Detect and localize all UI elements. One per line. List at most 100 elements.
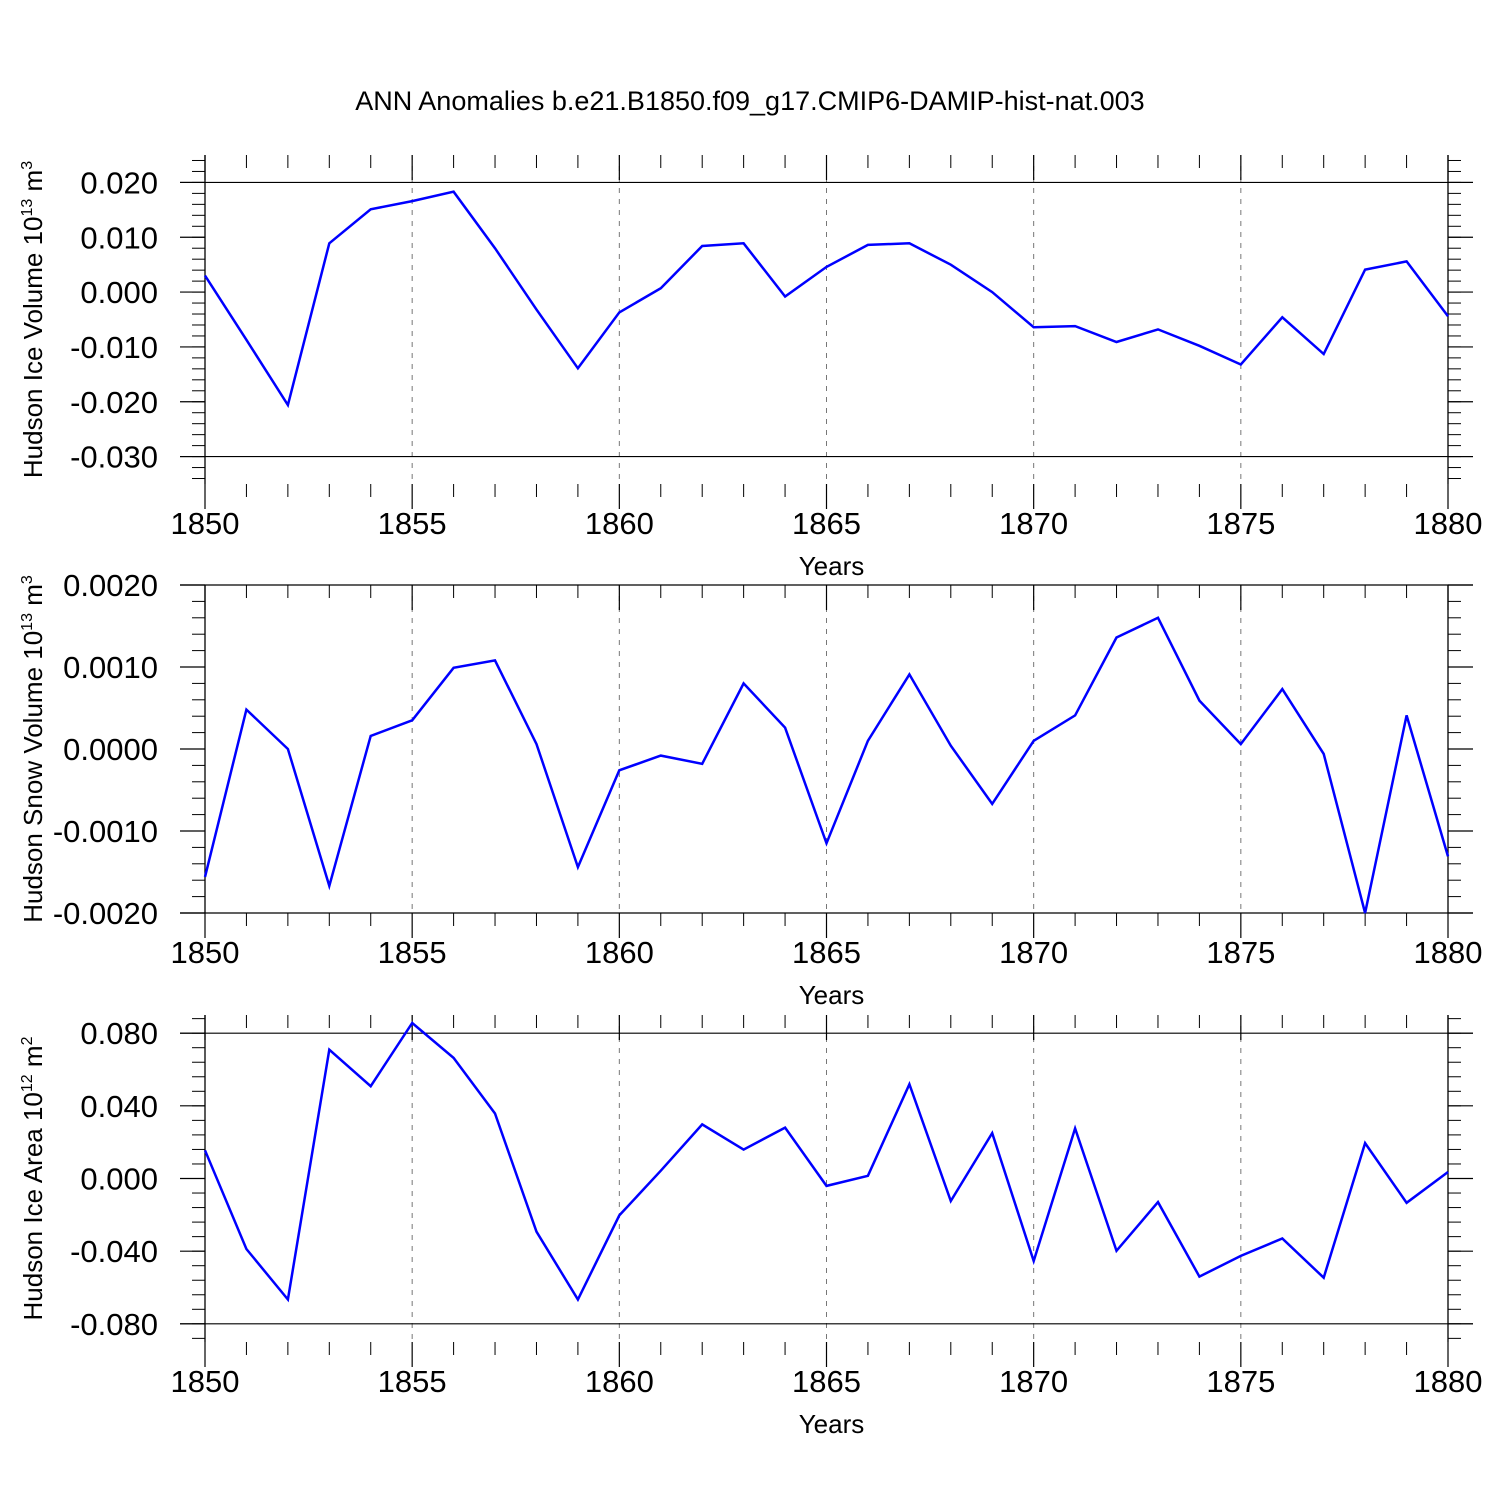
data-point [577, 1299, 578, 1300]
x-tick-label: 1860 [585, 506, 654, 541]
data-point [1240, 1255, 1241, 1256]
data-point [867, 740, 868, 741]
y-axis-label: Hudson Ice Area 1012 m2 [18, 1036, 48, 1320]
data-point [992, 803, 993, 804]
y-tick-label: 0.0020 [63, 568, 158, 603]
x-tick-label: 1850 [171, 1364, 240, 1399]
x-tick-label: 1870 [999, 1364, 1068, 1399]
data-point [1075, 1128, 1076, 1129]
x-tick-label: 1870 [999, 935, 1068, 970]
data-point [1365, 913, 1366, 914]
data-point [495, 248, 496, 249]
data-point [536, 1231, 537, 1232]
x-tick-label: 1855 [378, 935, 447, 970]
x-tick-label: 1875 [1206, 506, 1275, 541]
y-tick-label: 0.0000 [63, 732, 158, 767]
data-point [1323, 354, 1324, 355]
data-point [619, 770, 620, 771]
data-point [1323, 753, 1324, 754]
data-point [453, 191, 454, 192]
data-point [1448, 1171, 1449, 1172]
data-point [329, 1049, 330, 1050]
data-point [950, 1201, 951, 1202]
data-point [1282, 1238, 1283, 1239]
data-point [453, 1057, 454, 1058]
data-point [660, 755, 661, 756]
y-tick-label: -0.010 [70, 330, 158, 365]
data-point [412, 720, 413, 721]
data-point [1157, 617, 1158, 618]
data-point [1075, 326, 1076, 327]
data-point [826, 843, 827, 844]
data-point [412, 201, 413, 202]
x-tick-label: 1860 [585, 935, 654, 970]
y-tick-label: 0.000 [80, 275, 158, 310]
y-tick-label: -0.040 [70, 1234, 158, 1269]
y-tick-label: -0.0010 [53, 814, 158, 849]
x-tick-label: 1850 [171, 506, 240, 541]
data-point [1116, 341, 1117, 342]
y-tick-label: 0.000 [80, 1162, 158, 1197]
data-point [992, 1133, 993, 1134]
y-tick-label: -0.080 [70, 1307, 158, 1342]
x-tick-label: 1855 [378, 506, 447, 541]
data-point [1116, 1250, 1117, 1251]
x-tick-label: 1855 [378, 1364, 447, 1399]
y-tick-label: 0.010 [80, 220, 158, 255]
series-line [203, 1021, 1449, 1303]
data-point [1199, 1276, 1200, 1277]
y-tick-label: -0.0020 [53, 896, 158, 931]
data-point [1323, 1277, 1324, 1278]
data-point [1240, 744, 1241, 745]
data-point [660, 1170, 661, 1171]
data-point [1199, 345, 1200, 346]
data-point [867, 1175, 868, 1176]
data-point [1075, 715, 1076, 716]
x-tick-label: 1860 [585, 1364, 654, 1399]
x-tick-label: 1865 [792, 506, 861, 541]
data-point [660, 288, 661, 289]
data-point [619, 312, 620, 313]
data-point [1240, 364, 1241, 365]
data-point [826, 1185, 827, 1186]
data-point [1282, 689, 1283, 690]
data-point [1406, 715, 1407, 716]
data-point [370, 209, 371, 210]
data-point [246, 1248, 247, 1249]
y-tick-label: 0.040 [80, 1089, 158, 1124]
data-point [1157, 329, 1158, 330]
data-point [702, 246, 703, 247]
data-point [909, 674, 910, 675]
data-point [743, 1149, 744, 1150]
x-tick-label: 1865 [792, 1364, 861, 1399]
data-point [1116, 637, 1117, 638]
x-tick-label: 1880 [1414, 1364, 1483, 1399]
data-point [577, 867, 578, 868]
data-point [992, 292, 993, 293]
data-point [1448, 856, 1449, 857]
data-point [205, 1150, 206, 1151]
data-point [1406, 261, 1407, 262]
data-point [1365, 1143, 1366, 1144]
x-tick-label: 1865 [792, 935, 861, 970]
data-point [867, 244, 868, 245]
data-point [495, 660, 496, 661]
data-point [577, 368, 578, 369]
panel-2: 0.0020 0.0010 0.0000 -0.0010 -0.0020 1850 1855… [18, 568, 1482, 1010]
y-tick-label: 0.0010 [63, 650, 158, 685]
x-tick-label: 1850 [171, 935, 240, 970]
data-point [950, 745, 951, 746]
y-tick-label: 0.080 [80, 1016, 158, 1051]
data-point [909, 1084, 910, 1085]
data-point [1406, 1202, 1407, 1203]
data-point [1199, 700, 1200, 701]
x-axis-label: Years [799, 1409, 865, 1439]
x-tick-label: 1875 [1206, 1364, 1275, 1399]
data-point [329, 243, 330, 244]
x-axis-label: Years [799, 551, 865, 581]
data-point [370, 1086, 371, 1087]
data-point [495, 1113, 496, 1114]
data-point [826, 266, 827, 267]
data-point [1448, 316, 1449, 317]
data-point [1033, 740, 1034, 741]
